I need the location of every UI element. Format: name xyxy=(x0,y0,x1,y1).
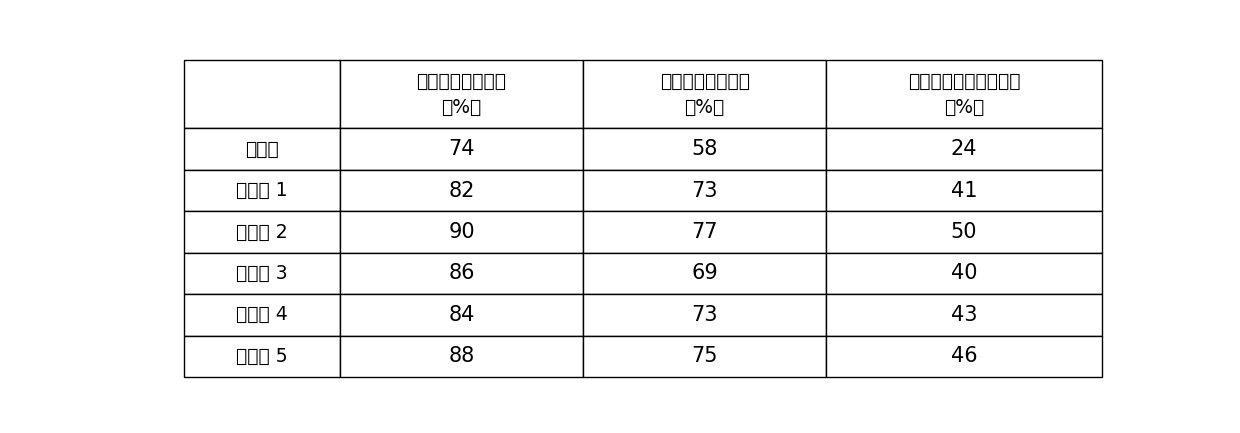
Text: 41: 41 xyxy=(951,181,977,200)
Bar xyxy=(184,60,340,129)
Bar xyxy=(184,294,340,336)
Text: 实施例 3: 实施例 3 xyxy=(236,264,288,283)
Text: 77: 77 xyxy=(692,222,718,242)
Bar xyxy=(826,170,1101,211)
Bar xyxy=(826,294,1101,336)
Text: 69: 69 xyxy=(691,263,718,284)
Bar xyxy=(826,60,1101,129)
Bar xyxy=(826,211,1101,253)
Bar xyxy=(340,129,583,170)
Text: 实施例 4: 实施例 4 xyxy=(236,305,288,324)
Text: 84: 84 xyxy=(449,305,475,325)
Text: 多支锁异构十二烷收率
（%）: 多支锁异构十二烷收率 （%） xyxy=(908,71,1021,117)
Bar xyxy=(184,253,340,294)
Bar xyxy=(826,336,1101,377)
Bar xyxy=(340,211,583,253)
Bar xyxy=(340,253,583,294)
Text: 总异构十二烷收率
（%）: 总异构十二烷收率 （%） xyxy=(660,71,750,117)
Bar xyxy=(184,129,340,170)
Text: 82: 82 xyxy=(449,181,475,200)
Bar xyxy=(184,170,340,211)
Bar xyxy=(583,294,826,336)
Text: 73: 73 xyxy=(692,181,718,200)
Text: 58: 58 xyxy=(692,139,718,159)
Text: 24: 24 xyxy=(951,139,977,159)
Bar xyxy=(583,211,826,253)
Text: 43: 43 xyxy=(951,305,977,325)
Text: 88: 88 xyxy=(449,346,475,366)
Bar xyxy=(583,336,826,377)
Text: 75: 75 xyxy=(692,346,718,366)
Bar xyxy=(583,170,826,211)
Text: 实施例 5: 实施例 5 xyxy=(236,347,288,366)
Text: 40: 40 xyxy=(951,263,977,284)
Bar xyxy=(340,170,583,211)
Text: 74: 74 xyxy=(448,139,475,159)
Bar xyxy=(340,336,583,377)
Text: 实施例 2: 实施例 2 xyxy=(236,223,288,242)
Text: 86: 86 xyxy=(448,263,475,284)
Bar xyxy=(340,60,583,129)
Bar xyxy=(340,294,583,336)
Bar xyxy=(826,253,1101,294)
Bar xyxy=(583,253,826,294)
Text: 正构十二烷转化率
（%）: 正构十二烷转化率 （%） xyxy=(417,71,506,117)
Bar xyxy=(826,129,1101,170)
Text: 90: 90 xyxy=(448,222,475,242)
Text: 50: 50 xyxy=(951,222,977,242)
Text: 实施例 1: 实施例 1 xyxy=(236,181,288,200)
Bar xyxy=(184,336,340,377)
Text: 对比例: 对比例 xyxy=(246,139,279,158)
Bar xyxy=(583,129,826,170)
Text: 73: 73 xyxy=(692,305,718,325)
Bar xyxy=(184,211,340,253)
Bar xyxy=(583,60,826,129)
Text: 46: 46 xyxy=(951,346,977,366)
